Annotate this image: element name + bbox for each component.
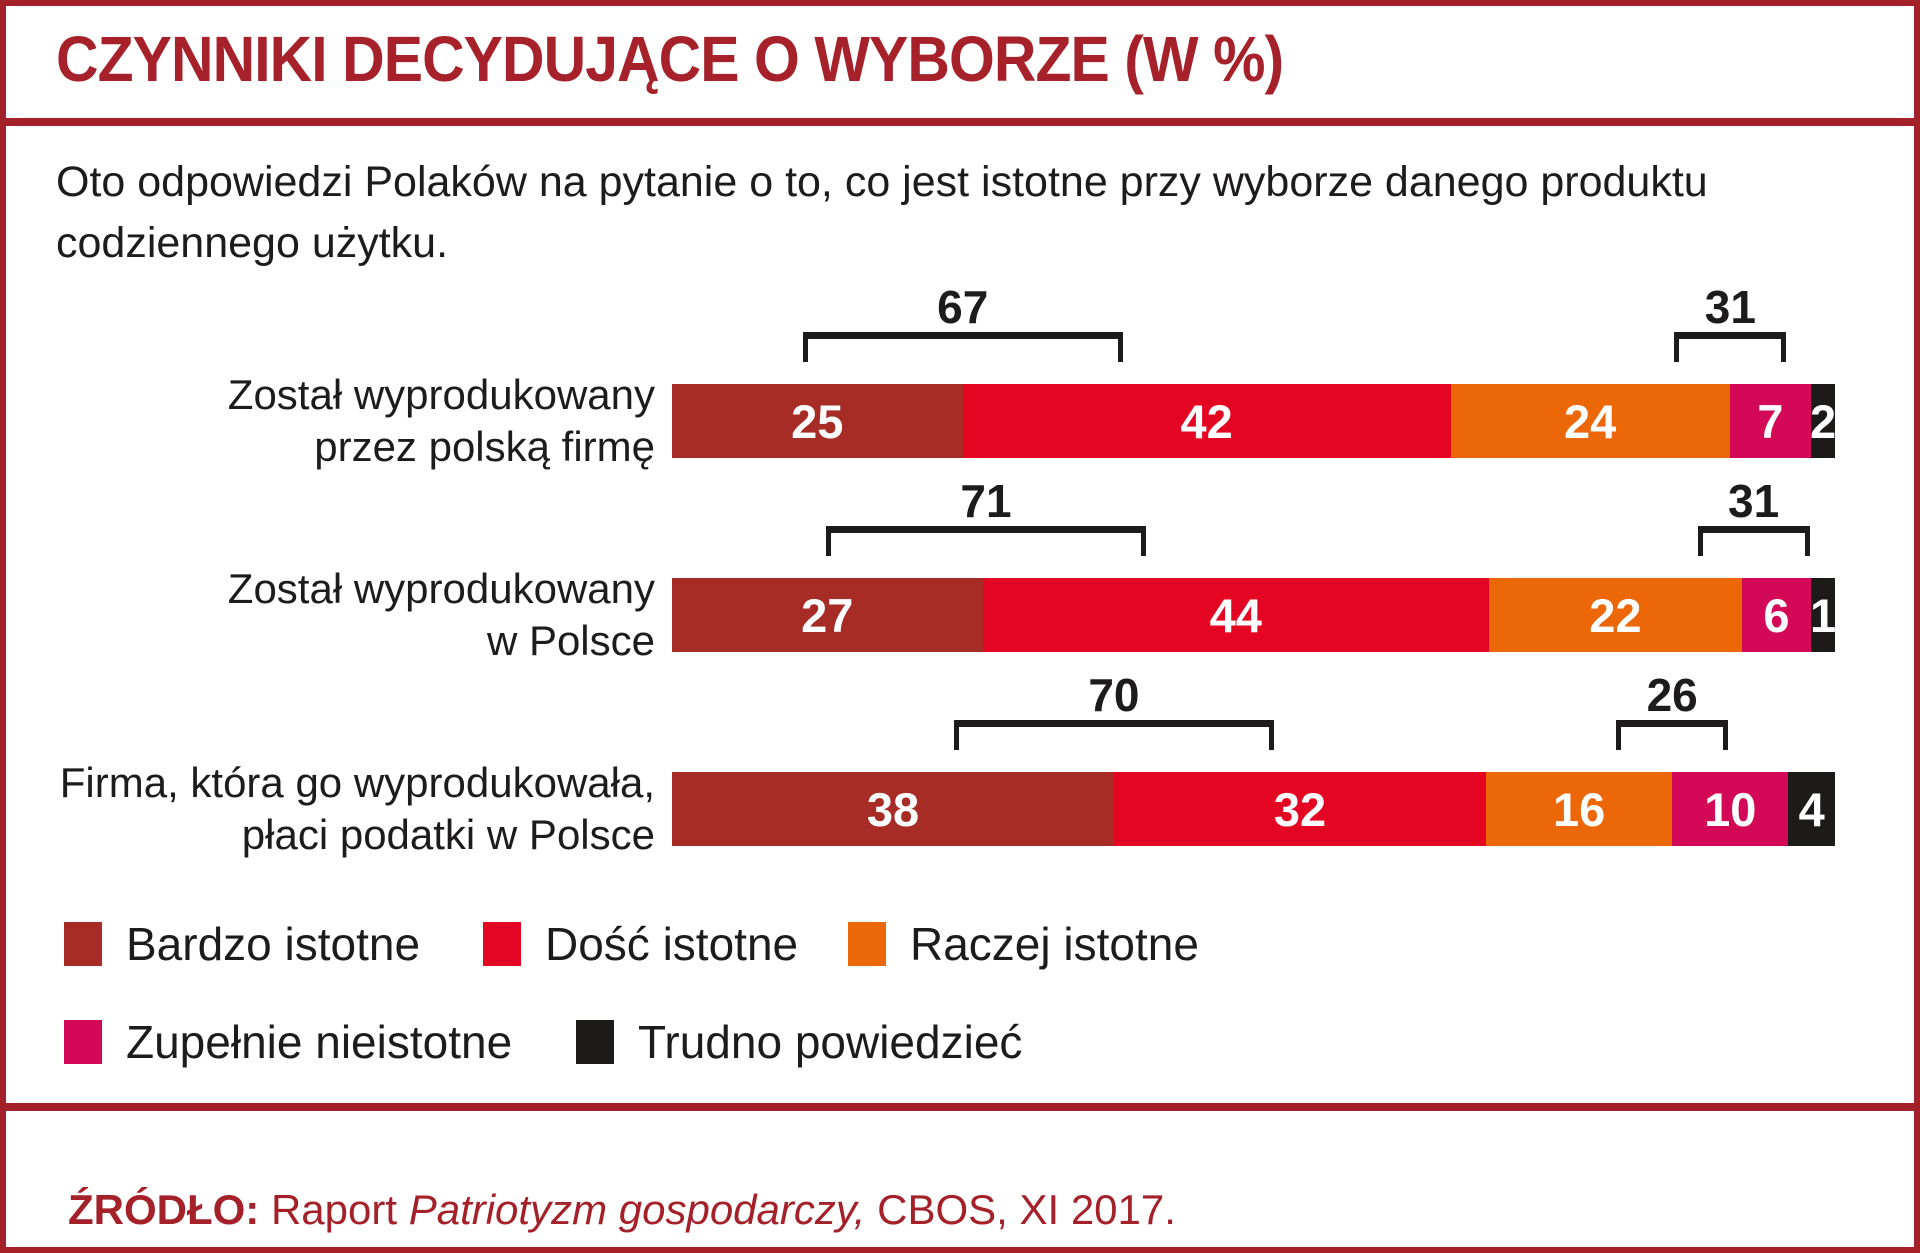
- sum-bracket-right: 31: [1697, 478, 1810, 556]
- segment-value: 7: [1757, 394, 1784, 448]
- legend-swatch-bardzo-istotne: [64, 922, 102, 966]
- row-label-line: Został wyprodukowany: [227, 565, 655, 612]
- source-line: ŹRÓDŁO: Raport Patriotyzm gospodarczy, C…: [68, 1186, 1176, 1234]
- segment-value: 10: [1704, 782, 1757, 836]
- segment-dosc-istotne: 42: [962, 384, 1451, 458]
- row-label-line: Został wyprodukowany: [227, 371, 655, 418]
- legend-label: Dość istotne: [545, 918, 799, 970]
- sum-value: 71: [960, 475, 1012, 527]
- intro-paragraph: Oto odpowiedzi Polaków na pytanie o to, …: [56, 152, 1708, 274]
- sum-bracket-right: 26: [1616, 672, 1729, 750]
- segment-zupelnie-nieistotne: 6: [1741, 578, 1811, 652]
- row-label-line: w Polsce: [486, 617, 655, 664]
- legend-swatch-zupelnie-nieistotne: [64, 1020, 102, 1064]
- bar-row: 67 31 25 42 24 7 2: [672, 278, 1837, 468]
- segment-value: 42: [1180, 394, 1233, 448]
- intro-line-1: Oto odpowiedzi Polaków na pytanie o to, …: [56, 158, 1708, 206]
- sum-bracket-left: 71: [826, 478, 1146, 556]
- segment-value: 32: [1273, 782, 1327, 836]
- segment-value: 44: [1209, 588, 1262, 642]
- sum-value: 67: [937, 281, 989, 333]
- segment-trudno-powiedziec: 1: [1809, 578, 1837, 652]
- title-divider: [6, 118, 1914, 126]
- segment-value: 16: [1552, 782, 1606, 836]
- row-label-placi-podatki: Firma, która go wyprodukowała, płaci poda…: [40, 757, 655, 861]
- sum-bracket-left: 67: [802, 284, 1123, 362]
- stacked-bar: 27 44 22 6 1: [672, 578, 1837, 652]
- legend-item-raczej-istotne: Raczej istotne: [848, 918, 1199, 970]
- segment-value: 22: [1589, 588, 1642, 642]
- legend-label: Bardzo istotne: [126, 918, 421, 970]
- legend-item-bardzo-istotne: Bardzo istotne: [64, 918, 421, 970]
- stacked-bar: 25 42 24 7 2: [672, 384, 1837, 458]
- row-label-line: Firma, która go wyprodukowała,: [59, 759, 655, 806]
- segment-bardzo-istotne: 25: [672, 384, 963, 458]
- segment-value: 4: [1798, 782, 1825, 836]
- stacked-bar: 38 32 16 10 4: [672, 772, 1835, 846]
- source-report-title: Patriotyzm gospodarczy,: [408, 1186, 866, 1233]
- legend-swatch-raczej-istotne: [848, 922, 886, 966]
- segment-value: 25: [791, 394, 844, 448]
- segment-value: 38: [866, 782, 920, 836]
- legend-item-zupelnie-nieistotne: Zupełnie nieistotne: [64, 1016, 513, 1068]
- page-title: CZYNNIKI DECYDUJĄCE O WYBORZE (W %): [56, 23, 1284, 95]
- segment-zupelnie-nieistotne: 10: [1672, 772, 1789, 846]
- legend-swatch-dosc-istotne: [483, 922, 521, 966]
- segment-raczej-istotne: 22: [1488, 578, 1742, 652]
- row-label-line: przez polską firmę: [314, 423, 655, 470]
- source-text: Raport: [259, 1186, 409, 1233]
- segment-raczej-istotne: 16: [1486, 772, 1673, 846]
- sum-bracket-right: 31: [1674, 284, 1787, 362]
- segment-trudno-powiedziec: 4: [1788, 772, 1835, 846]
- bar-row: 70 26 38 32 16 10 4: [672, 666, 1835, 856]
- segment-value: 24: [1564, 394, 1617, 448]
- legend-label: Raczej istotne: [910, 918, 1199, 970]
- segment-raczej-istotne: 24: [1450, 384, 1730, 458]
- legend-label: Zupełnie nieistotne: [126, 1016, 513, 1068]
- sum-value: 31: [1727, 475, 1780, 527]
- segment-value: 27: [801, 588, 854, 642]
- legend-item-dosc-istotne: Dość istotne: [483, 918, 799, 970]
- segment-dosc-istotne: 44: [982, 578, 1489, 652]
- legend-swatch-trudno-powiedziec: [576, 1020, 614, 1064]
- segment-trudno-powiedziec: 2: [1809, 384, 1837, 458]
- segment-zupelnie-nieistotne: 7: [1729, 384, 1811, 458]
- row-label-polska-firma: Został wyprodukowany przez polską firmę: [40, 369, 655, 473]
- sum-bracket-left: 70: [953, 672, 1274, 750]
- bar-row: 71 31 27 44 22 6 1: [672, 472, 1837, 662]
- row-label-w-polsce: Został wyprodukowany w Polsce: [40, 563, 655, 667]
- legend-label: Trudno powiedzieć: [638, 1016, 1023, 1068]
- segment-bardzo-istotne: 38: [672, 772, 1114, 846]
- segment-value: 2: [1809, 394, 1837, 448]
- source-text: CBOS, XI 2017.: [865, 1186, 1176, 1233]
- intro-line-2: codziennego użytku.: [56, 219, 449, 267]
- segment-bardzo-istotne: 27: [672, 578, 983, 652]
- sum-value: 70: [1088, 669, 1140, 721]
- sum-value: 31: [1704, 281, 1756, 333]
- segment-dosc-istotne: 32: [1113, 772, 1487, 846]
- legend-item-trudno-powiedziec: Trudno powiedzieć: [576, 1016, 1023, 1068]
- sum-value: 26: [1646, 669, 1698, 721]
- row-label-line: płaci podatki w Polsce: [241, 811, 655, 858]
- segment-value: 1: [1809, 588, 1837, 642]
- source-divider: [6, 1103, 1914, 1111]
- segment-value: 6: [1763, 588, 1790, 642]
- source-label: ŹRÓDŁO:: [68, 1186, 260, 1233]
